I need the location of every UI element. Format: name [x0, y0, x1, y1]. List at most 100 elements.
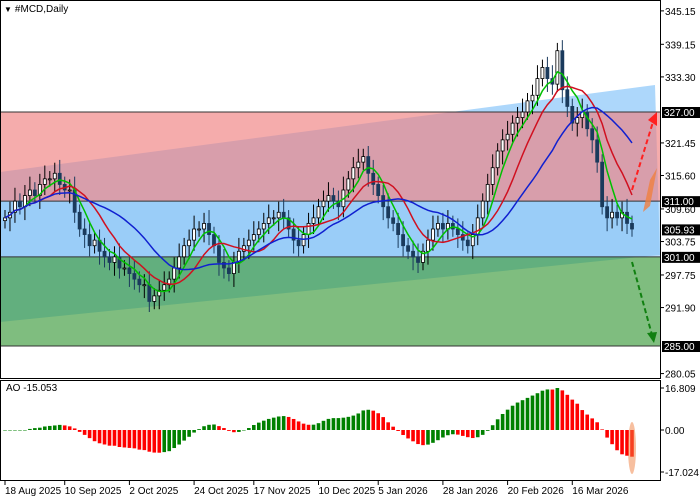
ao-bar	[167, 430, 172, 452]
ao-bar	[102, 430, 107, 445]
ao-bar	[470, 430, 475, 439]
price-axis-label: 345.15	[665, 7, 696, 18]
ao-bar	[336, 418, 341, 430]
candle-body	[271, 217, 276, 220]
candle-body	[137, 278, 142, 286]
ao-bar	[495, 419, 500, 430]
ao-bar	[43, 426, 47, 430]
ao-bar	[316, 423, 321, 430]
candle-body	[311, 217, 316, 224]
ao-axis-label: 0.00	[665, 426, 685, 437]
ao-bar	[465, 430, 470, 438]
ao-bar	[311, 424, 316, 430]
candle-body	[162, 284, 167, 291]
ao-bar	[92, 430, 97, 442]
candle-body	[13, 200, 17, 213]
ao-bar	[550, 389, 555, 430]
date-axis-label: 18 Aug 2025	[5, 486, 62, 497]
ao-bar	[107, 430, 112, 446]
ao-bar	[461, 430, 465, 436]
candle-body	[530, 94, 535, 102]
candle-body	[251, 234, 256, 241]
ao-bar	[391, 426, 395, 430]
candle-body	[236, 250, 241, 263]
ao-bar	[615, 430, 619, 451]
ao-bar	[456, 430, 460, 435]
ao-bar	[431, 430, 435, 443]
ao-bar	[197, 429, 201, 430]
candle-body	[630, 223, 634, 230]
candle-body	[207, 223, 211, 235]
ao-bar	[505, 409, 510, 430]
candle-body	[455, 228, 460, 235]
down-arrow-head-icon	[647, 332, 657, 343]
ao-bar	[321, 420, 326, 430]
candle-body	[286, 217, 291, 230]
ma-fast-line	[4, 70, 633, 293]
main-panel-frame	[0, 0, 661, 379]
date-axis-label: 20 Feb 2026	[508, 486, 565, 497]
candle-body	[421, 250, 425, 263]
ao-bar	[33, 428, 37, 430]
candle-body	[346, 178, 351, 191]
up-arrow-head-icon	[648, 112, 657, 126]
candle-body	[565, 89, 570, 107]
ao-bar	[575, 403, 580, 430]
candle-body	[87, 234, 92, 247]
candle-body	[102, 250, 107, 258]
candle-body	[127, 267, 132, 274]
candle-body	[555, 50, 560, 85]
candle-body	[411, 250, 415, 258]
ao-bar	[57, 424, 62, 430]
ma-slow-line	[4, 106, 633, 271]
ao-bar	[222, 428, 226, 430]
ao-bar	[565, 394, 570, 430]
ao-histogram	[3, 388, 636, 474]
price-axis-label: 339.15	[665, 40, 696, 51]
ao-bar	[217, 426, 221, 430]
projection-shape	[643, 168, 657, 212]
up-arrow	[631, 121, 654, 191]
ao-bar	[530, 395, 535, 430]
ao-bar	[625, 430, 629, 456]
date-axis-label: 16 Mar 2026	[572, 486, 629, 497]
candle-body	[316, 206, 321, 219]
candle-body	[361, 156, 366, 163]
date-axis-label: 24 Oct 2025	[194, 486, 249, 497]
ao-bar	[187, 430, 191, 437]
ao-bar	[172, 430, 176, 449]
ao-bar	[52, 425, 57, 430]
ao-bar	[351, 415, 356, 430]
ao-bar	[301, 423, 306, 430]
candle-body	[396, 223, 401, 235]
candle-body	[610, 211, 614, 219]
ao-highlight	[628, 422, 636, 474]
ao-bar	[87, 430, 92, 439]
candle-body	[535, 78, 540, 96]
ao-bar	[62, 425, 67, 430]
ao-bar	[401, 430, 405, 436]
dropdown-triangle-icon[interactable]: ▼	[4, 5, 12, 14]
candle-body	[465, 239, 470, 247]
ao-bar	[152, 430, 157, 453]
price-axis-label: 315.60	[665, 172, 696, 183]
candle-body	[82, 228, 87, 235]
date-axis-label: 10 Dec 2025	[319, 486, 376, 497]
ao-bar	[371, 410, 376, 430]
candle-body	[187, 239, 192, 247]
date-axis-label: 17 Nov 2025	[254, 486, 311, 497]
level-label: 301.00	[664, 253, 695, 264]
candle-body	[495, 150, 500, 169]
ao-bar	[38, 427, 42, 430]
ao-bar	[426, 430, 430, 445]
candle-body	[331, 195, 336, 202]
candle-body	[261, 223, 266, 230]
candle-body	[18, 200, 22, 208]
level-label-bg	[662, 107, 700, 118]
level-label-bg	[662, 251, 700, 263]
price-axis-label: 291.90	[665, 304, 696, 315]
candle-body	[540, 67, 545, 79]
ao-bar	[361, 410, 366, 430]
